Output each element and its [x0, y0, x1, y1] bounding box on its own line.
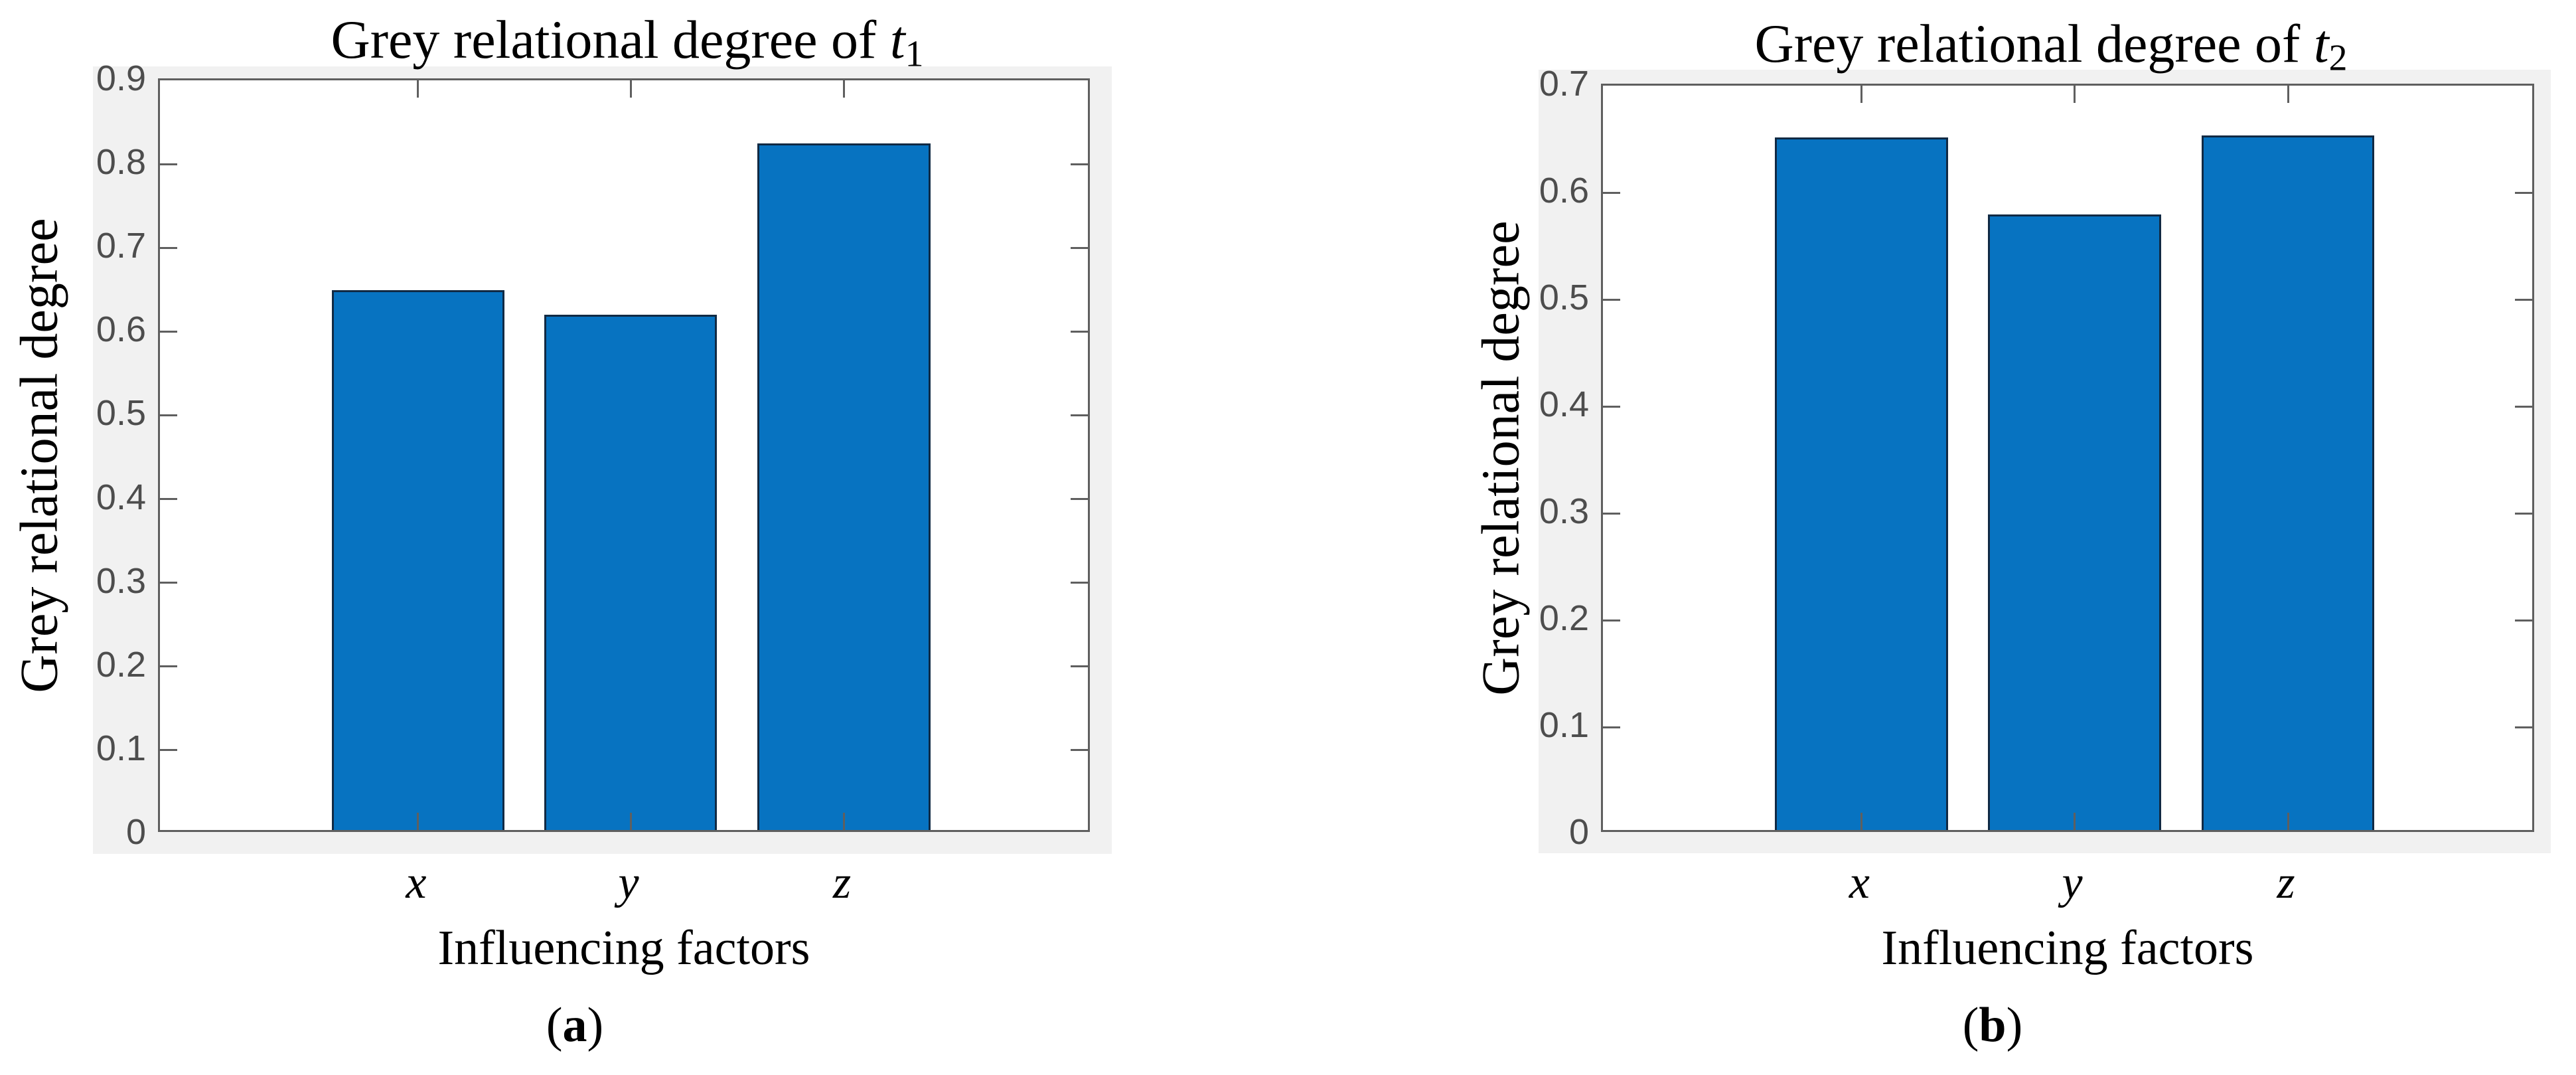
panel-a-left-axis-tick [160, 163, 177, 165]
bar-x-panel-a [331, 289, 505, 830]
panel-a-ytick-label-0.3: 0.3 [96, 560, 146, 601]
panel-b-ytick-label-0: 0 [1568, 812, 1589, 852]
panel-b-right-axis-tick [2515, 619, 2532, 621]
panel-b-title-variable: t [2313, 13, 2329, 74]
panel-a-right-axis-tick [1071, 163, 1088, 165]
panel-a-left-axis-tick [160, 246, 177, 249]
panel-a-ytick-label-0.6: 0.6 [96, 309, 146, 350]
panel-a-caption-open-paren: ( [546, 998, 563, 1052]
panel-b-ytick-label-0.3: 0.3 [1539, 491, 1589, 531]
panel-a-bottom-axis-tick-z [843, 813, 846, 830]
panel-b-plot-area [1601, 84, 2534, 832]
panel-a-y-axis-label: Grey relational degree [10, 217, 69, 693]
panel-b-ytick-label-0.4: 0.4 [1539, 384, 1589, 424]
panel-b-ytick-label-0.2: 0.2 [1539, 598, 1589, 638]
panel-a-ytick-label-0.4: 0.4 [96, 477, 146, 517]
panel-b-bottom-axis-tick-z [2287, 813, 2289, 830]
panel-a-left-axis-tick [160, 582, 177, 584]
panel-b-caption-close-paren: ) [2006, 998, 2023, 1052]
panel-b-left-axis-tick [1603, 298, 1620, 301]
panel-a-left-axis-tick [160, 749, 177, 752]
panel-a-left-axis-tick [160, 665, 177, 668]
panel-a-title-subscript: 1 [905, 33, 924, 75]
panel-a-right-axis-tick [1071, 330, 1088, 333]
panel-a-top-axis-tick-z [843, 80, 846, 98]
panel-b-left-axis-tick [1603, 512, 1620, 515]
panel-a-ytick-label-0.1: 0.1 [96, 728, 146, 768]
panel-b-caption-letter: b [1979, 998, 2007, 1052]
panel-b-ytick-label-0.7: 0.7 [1539, 64, 1589, 104]
panel-b-top-axis-tick-z [2287, 86, 2289, 103]
panel-a-right-axis-tick [1071, 246, 1088, 249]
panel-b-ytick-label-0.6: 0.6 [1539, 171, 1589, 210]
panel-a-ytick-label-0.5: 0.5 [96, 393, 146, 434]
panel-b-left-axis-tick [1603, 726, 1620, 728]
panel-a-left-axis-tick [160, 414, 177, 416]
panel-a-left-axis-tick [160, 498, 177, 501]
panel-b-right-axis-tick [2515, 726, 2532, 728]
panel-b-xtick-label-x: x [1849, 857, 1870, 908]
panel-b-title-subscript: 2 [2328, 37, 2348, 79]
panel-a-right-axis-tick [1071, 498, 1088, 501]
panel-b-top-axis-tick-x [1860, 86, 1862, 103]
panel-a-ytick-label-0.2: 0.2 [96, 644, 146, 685]
panel-b-right-axis-tick [2515, 405, 2532, 408]
panel-b-caption-open-paren: ( [1962, 998, 1979, 1052]
panel-a-caption: (a) [546, 997, 603, 1054]
panel-b-caption: (b) [1963, 997, 2022, 1054]
panel-a-caption-close-paren: ) [587, 998, 604, 1052]
panel-a-left-axis-tick [160, 330, 177, 333]
bar-z-panel-a [757, 143, 931, 830]
panel-a-top-axis-tick-y [629, 80, 632, 98]
bar-x-panel-b [1774, 137, 1948, 830]
panel-a-caption-letter: a [562, 998, 587, 1052]
panel-b-top-axis-tick-y [2073, 86, 2076, 103]
panel-a-ytick-label-0.7: 0.7 [96, 226, 146, 266]
panel-b-ytick-label-0.5: 0.5 [1539, 278, 1589, 317]
panel-b-bottom-axis-tick-x [1860, 813, 1862, 830]
panel-a-right-axis-tick [1071, 582, 1088, 584]
panel-a-xtick-label-z: z [832, 857, 852, 908]
panel-a-right-axis-tick [1071, 665, 1088, 668]
panel-b-right-axis-tick [2515, 298, 2532, 301]
panel-a-title-text: Grey relational degree of [331, 9, 890, 70]
panel-b-right-axis-tick [2515, 512, 2532, 515]
panel-b-left-axis-tick [1603, 191, 1620, 194]
panel-b-ytick-label-0.1: 0.1 [1539, 705, 1589, 745]
panel-b-title: Grey relational degree of t2 [1754, 13, 2347, 76]
panel-b-xtick-label-z: z [2277, 857, 2295, 908]
panel-b-left-axis-tick [1603, 405, 1620, 408]
panel-a-ytick-label-0.8: 0.8 [96, 142, 146, 183]
panel-a-x-axis-label: Influencing factors [437, 921, 810, 975]
panel-a-right-axis-tick [1071, 749, 1088, 752]
panel-a-title-variable: t [889, 9, 905, 70]
panel-a-right-axis-tick [1071, 414, 1088, 416]
panel-a-ytick-label-0.9: 0.9 [96, 58, 146, 98]
panel-b-right-axis-tick [2515, 191, 2532, 194]
panel-a-xtick-label-y: y [618, 857, 639, 908]
panel-a-ytick-label-0: 0 [125, 812, 146, 852]
panel-b-title-text: Grey relational degree of [1754, 13, 2314, 74]
panel-a-plot-area [158, 78, 1090, 832]
panel-a-bottom-axis-tick-y [629, 813, 632, 830]
panel-b-left-axis-tick [1603, 619, 1620, 621]
panel-a-top-axis-tick-x [417, 80, 419, 98]
panel-b-bottom-axis-tick-y [2073, 813, 2076, 830]
bar-z-panel-b [2201, 135, 2375, 830]
bar-y-panel-b [1987, 214, 2161, 830]
panel-a-title: Grey relational degree of t1 [331, 9, 923, 72]
bar-y-panel-a [544, 315, 718, 830]
panel-a-bottom-axis-tick-x [417, 813, 419, 830]
panel-b-x-axis-label: Influencing factors [1881, 921, 2254, 975]
panel-a-xtick-label-x: x [406, 857, 427, 908]
panel-b-xtick-label-y: y [2062, 857, 2083, 908]
